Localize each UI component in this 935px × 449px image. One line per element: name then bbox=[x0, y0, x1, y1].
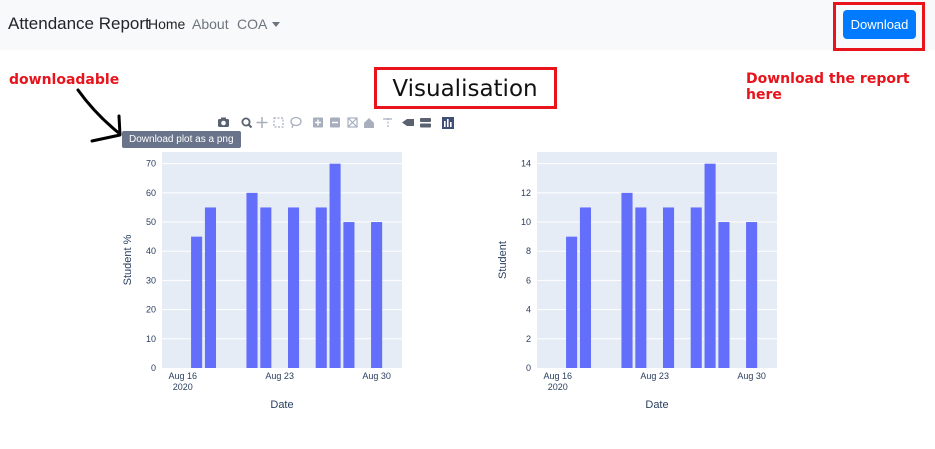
y-tick-label: 50 bbox=[146, 217, 156, 227]
y-tick-label: 2 bbox=[526, 334, 531, 344]
y-tick-label: 70 bbox=[146, 159, 156, 169]
chevron-down-icon bbox=[272, 22, 281, 27]
bar bbox=[663, 207, 675, 368]
bar bbox=[343, 222, 355, 368]
annotation-arrow bbox=[76, 88, 122, 143]
bar bbox=[329, 163, 341, 368]
hover-compare-icon[interactable] bbox=[420, 118, 431, 128]
bar bbox=[371, 222, 383, 368]
bar bbox=[315, 207, 327, 368]
bar bbox=[288, 207, 300, 368]
x-axis-title: Date bbox=[270, 399, 293, 411]
y-tick-label: 4 bbox=[526, 305, 531, 315]
y-tick-label: 10 bbox=[521, 217, 531, 227]
bar bbox=[690, 207, 702, 368]
plotly-logo-icon[interactable] bbox=[442, 117, 454, 129]
x-axis-title: Date bbox=[645, 399, 668, 411]
y-tick-label: 0 bbox=[151, 363, 156, 373]
y-axis-title: Student bbox=[497, 241, 509, 279]
y-tick-label: 10 bbox=[146, 334, 156, 344]
y-tick-label: 20 bbox=[146, 305, 156, 315]
modebar-tooltip: Download plot as a png bbox=[122, 131, 241, 148]
y-tick-label: 6 bbox=[526, 275, 531, 285]
nav-coa-dropdown[interactable]: COA bbox=[237, 16, 281, 32]
box-select-icon[interactable] bbox=[273, 117, 284, 128]
bar bbox=[191, 236, 203, 368]
zoom-out-icon[interactable] bbox=[330, 117, 340, 128]
y-tick-label: 12 bbox=[521, 188, 531, 198]
y-tick-label: 60 bbox=[146, 188, 156, 198]
bar bbox=[204, 207, 216, 368]
page-title: Visualisation bbox=[392, 76, 538, 102]
title-highlight-box bbox=[374, 67, 557, 109]
bar bbox=[246, 192, 258, 368]
y-tick-label: 40 bbox=[146, 246, 156, 256]
zoom-icon[interactable] bbox=[241, 117, 253, 129]
x-tick-label: Aug 16 bbox=[544, 371, 573, 381]
bar bbox=[260, 207, 272, 368]
navbar-brand[interactable]: Attendance Report bbox=[8, 14, 150, 33]
nav-home[interactable]: Home bbox=[148, 16, 186, 32]
x-tick-label: 2020 bbox=[173, 382, 193, 392]
x-tick-label: Aug 30 bbox=[362, 371, 391, 381]
y-tick-label: 30 bbox=[146, 275, 156, 285]
y-axis-title: Student % bbox=[122, 234, 134, 285]
bar bbox=[566, 236, 578, 368]
x-tick-label: Aug 23 bbox=[265, 371, 294, 381]
autoscale-icon[interactable] bbox=[347, 117, 358, 128]
annotation-download-report: Download the report here bbox=[746, 71, 910, 103]
zoom-in-icon[interactable] bbox=[313, 117, 323, 128]
y-tick-label: 0 bbox=[526, 363, 531, 373]
bar bbox=[635, 207, 647, 368]
lasso-icon[interactable] bbox=[290, 116, 302, 129]
nav-about[interactable]: About bbox=[192, 16, 229, 32]
bar bbox=[621, 192, 633, 368]
x-tick-label: 2020 bbox=[548, 382, 568, 392]
download-button[interactable]: Download bbox=[843, 10, 916, 39]
download-highlight-box bbox=[833, 2, 925, 51]
x-tick-label: Aug 30 bbox=[737, 371, 766, 381]
hover-closest-icon[interactable] bbox=[402, 119, 414, 126]
nav-coa-label: COA bbox=[237, 16, 268, 32]
pan-icon[interactable] bbox=[256, 117, 268, 128]
camera-icon[interactable] bbox=[218, 117, 229, 128]
y-tick-label: 8 bbox=[526, 246, 531, 256]
y-tick-label: 14 bbox=[521, 159, 531, 169]
annotation-downloadable: downloadable bbox=[9, 72, 120, 88]
bar bbox=[579, 207, 591, 368]
reset-axes-icon[interactable] bbox=[364, 118, 374, 128]
navbar: Attendance Report Home About COA bbox=[0, 0, 935, 50]
bar bbox=[718, 222, 730, 368]
bar bbox=[746, 222, 758, 368]
spike-lines-icon[interactable] bbox=[383, 118, 392, 128]
x-tick-label: Aug 23 bbox=[640, 371, 669, 381]
bar bbox=[704, 163, 716, 368]
x-tick-label: Aug 16 bbox=[169, 371, 198, 381]
